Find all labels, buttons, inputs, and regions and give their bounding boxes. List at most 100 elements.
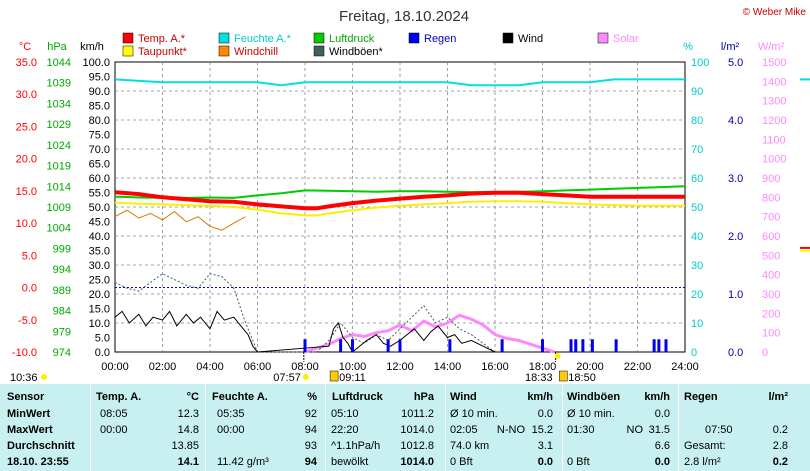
x-tick-label: 14:00 [434,361,462,373]
pressure-time: 05:10 [331,408,359,420]
wind-tick-label: 95.0 [89,72,110,84]
press-tick-label: 974 [53,347,71,359]
legend-swatch [502,32,514,44]
rain-value: 2.8 [772,440,788,452]
wind-value: 15.2 [531,424,553,436]
rain-bar [657,339,661,352]
wind-tick-label: 15.0 [89,304,110,316]
header-gust: Windböen [567,391,621,403]
wind-tick-label: 85.0 [89,101,110,113]
press-unit-label: hPa [47,41,67,53]
moonset-icon [559,370,568,382]
gust-direction: NO [626,424,644,436]
rain-value: 0.2 [772,424,788,436]
header-pressure-unit: hPa [413,391,434,403]
press-tick-label: 1014 [47,181,71,193]
header-gust-unit: km/h [644,391,670,403]
moonset-label: 18:50 [568,372,596,384]
temp-tick-label: -10.0 [12,347,37,359]
humidity-value: 94 [304,424,317,436]
wind-tick-label: 65.0 [89,159,110,171]
hum-tick-label: 10 [691,318,703,330]
wind-value: 3.1 [537,440,553,452]
axes: 00:00 02:00 04:00 06:00 08:00 10:00 12:00 14:00… [12,41,810,373]
solar-tick-label: 300 [762,289,780,301]
row-label: 18.10. 23:55 [7,456,69,468]
x-tick-label: 10:00 [339,361,367,373]
solar-tick-label: 1500 [762,57,786,69]
x-tick-label: 16:00 [481,361,509,373]
sun-moon-row: 10:36 07:57 09:11 18:33 18:50 [10,352,596,384]
temp-tick-label: 10.0 [16,218,37,230]
wind-label: Ø 10 min. [450,408,498,420]
hum-tick-label: 50 [691,202,703,214]
legend-label: Temp. A.* [138,33,186,45]
rain-tick-label: 2.0 [728,231,743,243]
rain-bar [339,339,343,352]
temp-tick-label: 15.0 [16,186,37,198]
x-tick-label: 20:00 [576,361,604,373]
header-rain-unit: l/m² [768,391,788,403]
header-temp: Temp. A. [96,391,142,403]
legend-label: Wind [518,33,543,45]
sunset-label: 18:33 [525,372,553,384]
gust-label: 01:30 [567,424,595,436]
solar-tick-label: 1400 [762,76,786,88]
wind-tick-label: 75.0 [89,130,110,142]
hum-tick-label: 30 [691,260,703,272]
pressure-time: bewölkt [331,456,369,468]
chart-title: Freitag, 18.10.2024 [339,8,469,25]
series-feuchte-a [114,78,685,87]
legend-swatch [313,32,325,44]
wind-value: 0.0 [537,456,553,468]
temp-tick-label: 5.0 [22,250,37,262]
humidity-value: 93 [304,440,317,452]
wind-label: 74.0 km [450,440,490,452]
gust-label: 0 Bft [567,456,590,468]
pressure-value: 1014.0 [400,424,434,436]
temp-value: 12.3 [177,408,199,420]
wind-tick-label: 90.0 [89,86,110,98]
table-divider [445,384,446,471]
press-tick-label: 1024 [47,140,71,152]
humidity-value: 94 [304,456,317,468]
header-humidity-unit: % [307,391,317,403]
table-divider [562,384,563,471]
series-windchill [114,209,246,231]
rain-bar [652,339,656,352]
press-tick-label: 1039 [47,78,71,90]
rain-tick-label: 0.0 [728,347,743,359]
temp-tick-label: 30.0 [16,89,37,101]
x-tick-label: 22:00 [624,361,652,373]
table-divider [90,384,91,471]
temp-value: 14.8 [177,424,199,436]
table-divider [325,384,326,471]
rain-unit-label: l/m² [721,41,740,53]
temp-tick-label: -5.0 [18,315,37,327]
solar-tick-label: 700 [762,212,780,224]
temp-time: 08:05 [100,408,128,420]
press-tick-label: 984 [53,306,71,318]
gust-label: Ø 10 min. [567,408,615,420]
header-sensor: Sensor [7,391,45,403]
moonrise-icon [329,370,339,382]
legend-label: Regen [424,33,456,45]
temp-tick-label: 35.0 [16,57,37,69]
wind-tick-label: 40.0 [89,231,110,243]
plot-area [114,78,686,354]
legend-swatch [408,32,420,44]
solar-tick-label: 1000 [762,154,786,166]
header-pressure: Luftdruck [332,391,383,403]
gust-value: 0.0 [654,456,670,468]
rain-bar [614,339,618,352]
legend-swatch [218,32,230,44]
wind-tick-label: 100.0 [82,57,110,69]
press-tick-label: 1009 [47,202,71,214]
legend-swatch [122,32,134,44]
weather-chart: Freitag, 18.10.2024 © Weber Mike Temp. A… [10,7,810,384]
hum-tick-label: 40 [691,231,703,243]
wind-tick-label: 25.0 [89,275,110,287]
hum-tick-label: 60 [691,173,703,185]
humidity-time: 05:35 [217,408,245,420]
header-wind: Wind [450,391,477,403]
